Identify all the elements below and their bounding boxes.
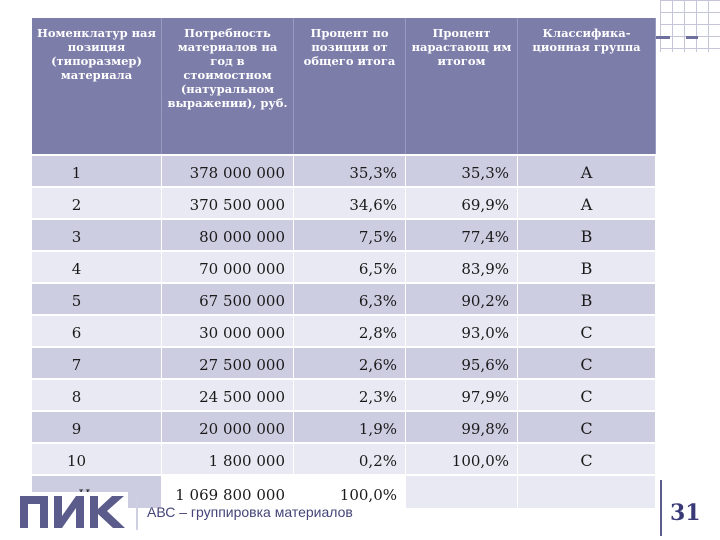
cell-item: 3 [32,220,162,250]
cell-item: 8 [32,380,162,410]
cell-percent: 7,5% [294,220,406,250]
cell-demand: 24 500 000 [162,380,294,410]
cell-item: 1 [32,156,162,186]
page-number: 31 [670,500,701,526]
cell-cumulative: 77,4% [406,220,518,250]
page-number-divider [660,480,662,536]
cell-demand: 20 000 000 [162,412,294,442]
footer-title: АВС – группировка материалов [147,504,353,520]
cell-demand: 67 500 000 [162,284,294,314]
cell-cumulative: 35,3% [406,156,518,186]
cell-cumulative: 83,9% [406,252,518,282]
header-cumulative: Процент нарастающ им итогом [406,18,518,154]
cell-cumulative: 95,6% [406,348,518,378]
total-cumulative [406,476,518,508]
cell-percent: 2,3% [294,380,406,410]
cell-percent: 35,3% [294,156,406,186]
abc-table: Номенклатур ная позиция (типоразмер) мат… [32,18,656,508]
cell-group: В [518,252,656,282]
header-item: Номенклатур ная позиция (типоразмер) мат… [32,18,162,154]
cell-demand: 370 500 000 [162,188,294,218]
cell-percent: 2,6% [294,348,406,378]
total-group [518,476,656,508]
cell-group: С [518,348,656,378]
decorative-grid [660,0,720,52]
cell-group: С [518,412,656,442]
cell-group: В [518,284,656,314]
total-demand: 1 069 800 000 [162,476,294,508]
cell-percent: 6,3% [294,284,406,314]
cell-cumulative: 69,9% [406,188,518,218]
cell-cumulative: 97,9% [406,380,518,410]
cell-item: 4 [32,252,162,282]
total-percent: 100,0% [294,476,406,508]
decorative-dash [656,36,670,39]
cell-cumulative: 90,2% [406,284,518,314]
cell-demand: 378 000 000 [162,156,294,186]
cell-percent: 6,5% [294,252,406,282]
cell-item: 6 [32,316,162,346]
cell-cumulative: 100,0% [406,444,518,474]
cell-demand: 80 000 000 [162,220,294,250]
cell-demand: 30 000 000 [162,316,294,346]
cell-group: А [518,156,656,186]
cell-item: 9 [32,412,162,442]
cell-percent: 34,6% [294,188,406,218]
cell-item: 7 [32,348,162,378]
cell-item: 5 [32,284,162,314]
cell-group: С [518,444,656,474]
cell-percent: 0,2% [294,444,406,474]
cell-group: С [518,316,656,346]
cell-group: В [518,220,656,250]
header-demand: Потребность материалов на год в стоимост… [162,18,294,154]
pik-logo [18,492,128,530]
cell-percent: 2,8% [294,316,406,346]
header-group: Классифика- ционная группа [518,18,656,154]
footer-divider [136,496,138,530]
cell-percent: 1,9% [294,412,406,442]
header-percent: Процент по позиции от общего итога [294,18,406,154]
cell-cumulative: 93,0% [406,316,518,346]
cell-group: С [518,380,656,410]
cell-cumulative: 99,8% [406,412,518,442]
cell-item: 10 [32,444,162,474]
cell-demand: 70 000 000 [162,252,294,282]
decorative-dash [686,36,698,39]
cell-item: 2 [32,188,162,218]
cell-group: А [518,188,656,218]
cell-demand: 1 800 000 [162,444,294,474]
cell-demand: 27 500 000 [162,348,294,378]
